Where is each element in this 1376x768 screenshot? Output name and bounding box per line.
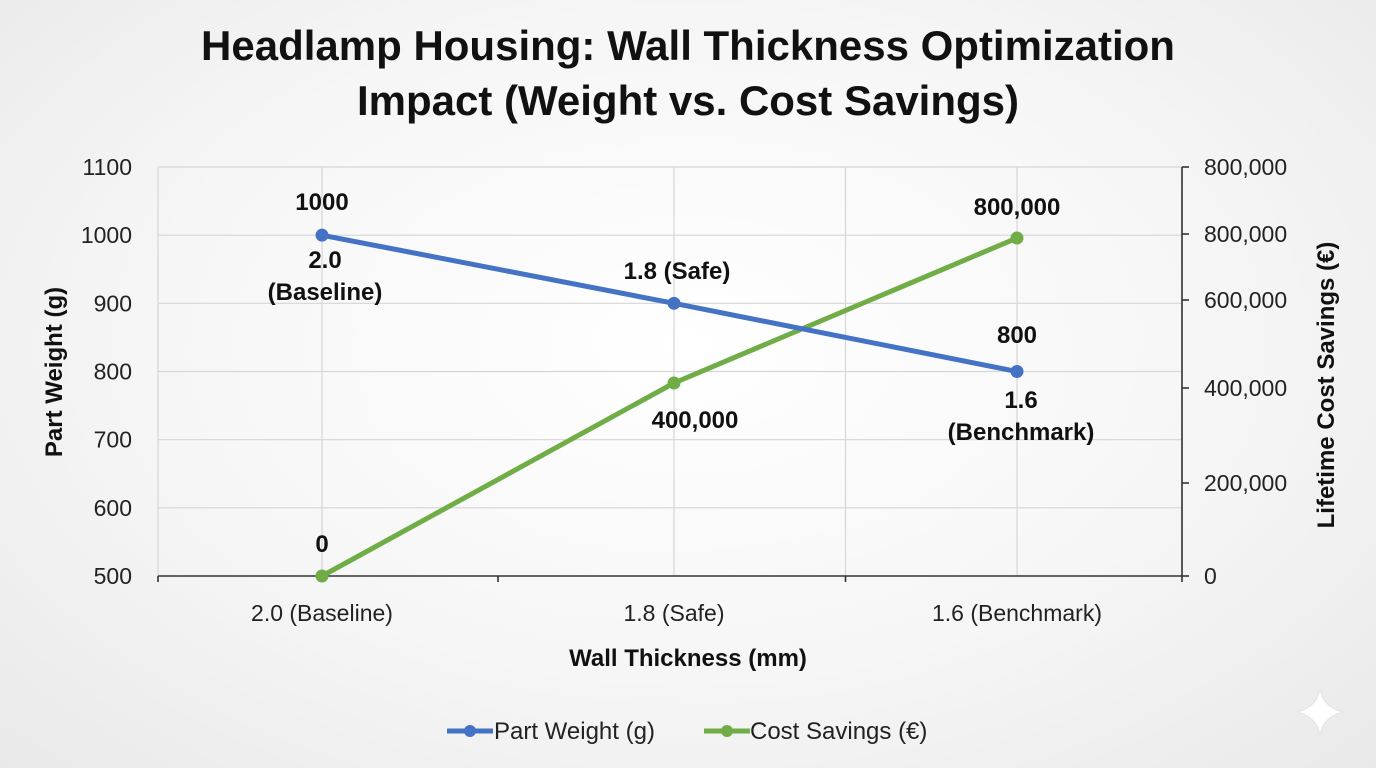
y2-tick-label: 200,000 (1204, 470, 1287, 496)
y-tick-label: 1100 (83, 154, 132, 180)
y2-axis-title: Lifetime Cost Savings (€) (1313, 242, 1340, 529)
data-label-part-weight: (Baseline) (268, 279, 383, 306)
sparkle-icon (1295, 687, 1345, 737)
legend-item-cost-savings: Cost Savings (€) (704, 718, 927, 745)
y-tick-label: 700 (94, 427, 132, 453)
y2-tick-label: 0 (1204, 563, 1217, 589)
legend-label: Cost Savings (€) (750, 718, 927, 745)
data-label-part-weight: (Benchmark) (948, 419, 1095, 446)
data-point-part-weight (315, 228, 329, 242)
data-point-cost-savings (1010, 231, 1024, 245)
chart-title-line-1: Headlamp Housing: Wall Thickness Optimiz… (201, 22, 1175, 69)
data-point-cost-savings (667, 376, 681, 390)
legend-swatch-marker (721, 725, 733, 737)
legend-label: Part Weight (g) (494, 718, 655, 745)
x-tick-label: 1.6 (Benchmark) (932, 600, 1102, 626)
y-tick-label: 1000 (81, 222, 132, 248)
chart-title-line-2: Impact (Weight vs. Cost Savings) (357, 77, 1019, 124)
data-point-part-weight (667, 296, 681, 310)
data-label-cost-savings: 0 (315, 531, 328, 558)
data-label-part-weight: 1.6 (1004, 387, 1037, 414)
data-label-cost-savings: 400,000 (652, 407, 739, 434)
data-label-part-weight: 1000 (295, 189, 348, 216)
y2-tick-label: 800,000 (1204, 154, 1287, 180)
axes (157, 166, 1189, 582)
y-tick-label: 800 (94, 359, 132, 385)
y-axis-title: Part Weight (g) (41, 287, 68, 457)
series (315, 228, 1024, 583)
sparkle-icon-shape (1295, 687, 1345, 737)
y2-tick-label: 800,000 (1204, 221, 1287, 247)
legend-item-part-weight: Part Weight (g) (447, 718, 655, 745)
data-point-cost-savings (315, 569, 329, 583)
data-point-part-weight (1010, 365, 1024, 378)
y-tick-label: 500 (94, 563, 132, 589)
x-tick-label: 1.8 (Safe) (624, 600, 725, 626)
legend-swatch-marker (464, 725, 476, 737)
data-label-part-weight: 1.8 (Safe) (624, 258, 731, 285)
y-tick-label: 900 (94, 290, 132, 316)
data-labels: 1000 2.0 (Baseline) 1.8 (Safe) 800 1.6 (Benchm… (268, 189, 1095, 558)
data-label-part-weight: 800 (997, 322, 1037, 349)
data-label-cost-savings: 800,000 (974, 194, 1061, 221)
y2-tick-label: 600,000 (1204, 287, 1287, 313)
y-tick-label: 600 (94, 495, 132, 521)
chart-title: Headlamp Housing: Wall Thickness Optimiz… (201, 22, 1175, 124)
x-axis-title: Wall Thickness (mm) (569, 645, 807, 672)
tick-labels: 1100 1000 900 800 700 600 500 800,000 800,000 600… (41, 154, 1340, 672)
y2-tick-label: 400,000 (1204, 375, 1287, 401)
legend: Part Weight (g) Cost Savings (€) (447, 718, 927, 745)
x-tick-label: 2.0 (Baseline) (251, 600, 393, 626)
data-label-part-weight: 2.0 (308, 247, 341, 274)
gridlines (157, 166, 1183, 576)
